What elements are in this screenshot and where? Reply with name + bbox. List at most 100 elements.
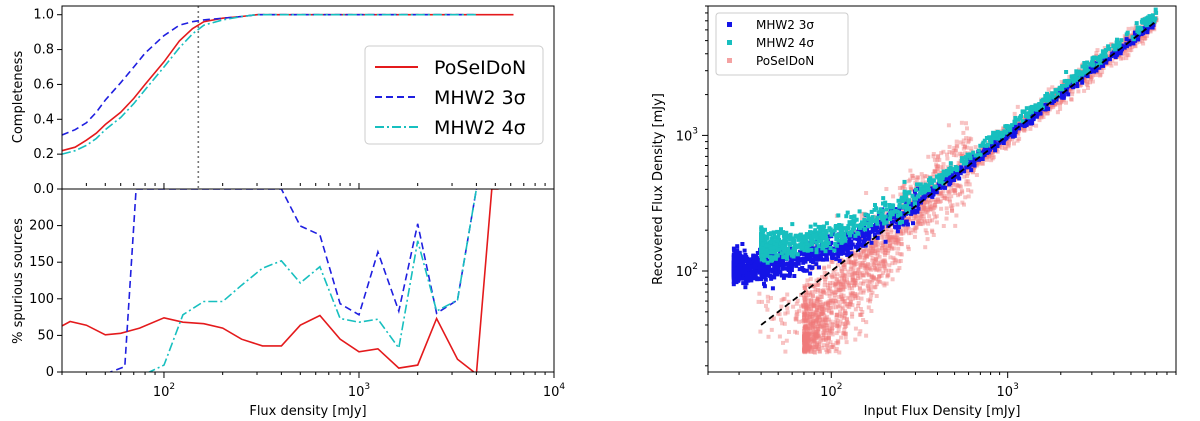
scatter-point-poseidon [929,204,934,209]
scatter-point-poseidon [898,192,903,197]
scatter-point-poseidon [862,262,867,267]
scatter-point-mhw2-3sigma [988,147,992,152]
scatter-point-poseidon [804,334,809,339]
scatter-point-poseidon [1034,123,1039,128]
scatter-point-poseidon [803,325,808,330]
scatter-point-mhw2-4sigma [813,222,818,227]
scatter-point-poseidon [875,247,880,252]
scatter-point-poseidon [987,154,991,159]
scatter-point-poseidon [879,241,884,246]
scatter-point-mhw2-4sigma [1097,60,1102,64]
scatter-point-mhw2-4sigma [845,210,850,215]
scatter-point-mhw2-3sigma [736,261,740,265]
scatter-point-mhw2-4sigma [866,213,870,218]
scatter-point-mhw2-3sigma [1124,37,1129,42]
scatter-point-poseidon [868,246,873,251]
scatter-point-mhw2-3sigma [739,254,744,259]
scatter-point-poseidon [827,329,832,334]
scatter-point-mhw2-3sigma [867,233,872,238]
scatter-point-mhw2-4sigma [811,230,816,235]
scatter-point-poseidon [835,338,840,343]
scatter-point-mhw2-3sigma [772,275,777,280]
scatter-point-poseidon [855,271,860,276]
scatter-point-poseidon [958,161,963,166]
scatter-point-poseidon [937,191,942,196]
scatter-point-mhw2-4sigma [771,230,776,235]
scatter-point-poseidon [873,267,878,272]
scatter-point-poseidon [853,250,858,255]
scatter-point-poseidon [836,294,841,299]
scatter-point-poseidon [816,303,821,307]
scatter-point-poseidon [864,254,868,259]
spurious-x-ticks: 102 103 104 [61,372,565,400]
scatter-point-mhw2-4sigma [796,236,801,241]
scatter-point-poseidon [1007,140,1011,145]
scatter-point-poseidon [883,259,888,264]
scatter-point-poseidon [1122,51,1127,56]
scatter-point-poseidon [959,153,964,158]
scatter-point-poseidon [820,305,825,310]
scatter-point-poseidon [820,317,825,322]
scatter-point-poseidon [904,229,909,234]
scatter-point-poseidon [937,157,942,162]
scatter-point-poseidon [805,303,810,308]
scatter-point-poseidon [923,228,928,233]
scatter-point-poseidon [1046,87,1051,92]
scatter-point-poseidon [812,303,817,308]
scatter-point-mhw2-4sigma [1153,7,1158,12]
scatter-point-mhw2-4sigma [875,215,880,220]
scatter-point-poseidon [961,142,966,146]
scatter-point-poseidon [854,282,859,287]
scatter-point-poseidon [884,227,889,232]
scatter-point-poseidon [843,331,848,336]
scatter-point-poseidon [858,275,863,280]
scatter-point-mhw2-4sigma [816,224,821,229]
scatter-point-poseidon [920,212,925,216]
scatter-point-poseidon [880,249,885,254]
scatter-point-poseidon [941,189,946,194]
scatter-point-poseidon [914,177,919,182]
scatter-point-poseidon [805,333,810,338]
scatter-point-poseidon [806,341,811,346]
scatter-point-poseidon [1118,56,1123,61]
scatter-point-mhw2-4sigma [1043,94,1048,98]
scatter-point-poseidon [821,302,826,307]
scatter-point-mhw2-4sigma [927,178,931,183]
scatter-point-mhw2-3sigma [744,281,749,286]
scatter-point-mhw2-3sigma [755,256,760,261]
scatter-point-poseidon [1076,89,1081,94]
scatter-y-label: Recovered Flux Density [mJy] [651,93,666,285]
scatter-y-tick-label: 102 [676,262,698,280]
scatter-point-mhw2-3sigma [1150,25,1155,30]
scatter-point-poseidon [856,301,861,305]
scatter-point-poseidon [824,317,829,322]
scatter-point-poseidon [1082,78,1087,82]
scatter-point-poseidon [893,260,898,265]
scatter-point-poseidon [845,302,850,306]
scatter-point-poseidon [1148,28,1153,33]
scatter-point-mhw2-3sigma [895,229,900,234]
scatter-point-poseidon [837,279,841,284]
scatter-point-poseidon [810,314,815,319]
scatter-point-poseidon [842,277,847,282]
scatter-point-poseidon [838,309,842,314]
scatter-point-poseidon [860,310,865,314]
scatter-point-poseidon [830,321,835,326]
scatter-point-mhw2-4sigma [878,207,883,212]
scatter-point-poseidon [887,238,892,243]
scatter-point-mhw2-3sigma [773,268,778,273]
scatter-point-poseidon [925,237,930,242]
scatter-point-poseidon [821,331,826,336]
scatter-point-poseidon [918,215,923,220]
scatter-point-mhw2-4sigma [1055,92,1060,97]
scatter-point-poseidon [804,331,809,336]
scatter-point-mhw2-4sigma [776,231,781,236]
scatter-point-poseidon [818,349,822,354]
scatter-point-mhw2-3sigma [735,250,740,255]
scatter-point-poseidon [814,333,819,337]
scatter-point-mhw2-3sigma [997,140,1002,145]
scatter-point-mhw2-3sigma [788,260,793,265]
scatter-point-poseidon [899,237,904,242]
scatter-point-poseidon [818,323,823,328]
scatter-point-poseidon [843,311,848,316]
